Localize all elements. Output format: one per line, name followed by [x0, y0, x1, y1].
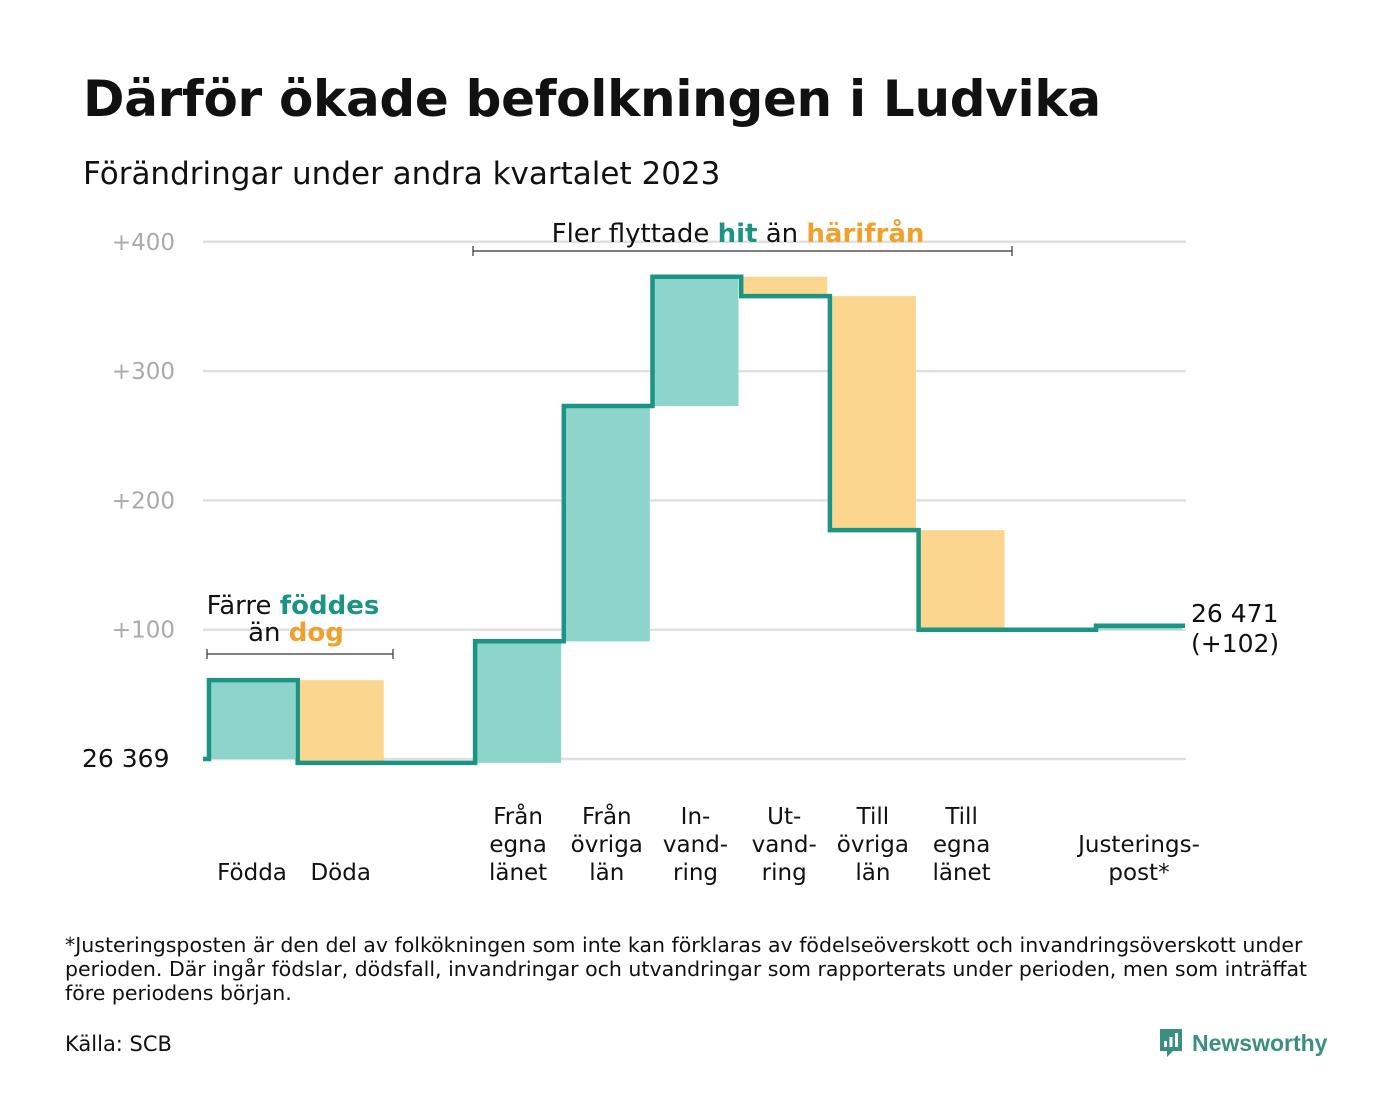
category-label: egna: [933, 832, 990, 858]
chart-title: Därför ökade befolkningen i Ludvika: [83, 70, 1101, 128]
waterfall-bar: [918, 530, 1005, 630]
waterfall-bar: [209, 680, 295, 759]
newsworthy-logo-icon: [1160, 1029, 1182, 1057]
waterfall-bar: [741, 276, 828, 297]
y-tick-label: +400: [112, 230, 175, 256]
category-label: Födda: [217, 860, 287, 886]
category-label: Från: [493, 802, 543, 830]
source-credit: Källa: SCB: [65, 1032, 172, 1056]
brand-name: Newsworthy: [1192, 1029, 1328, 1056]
footnote: *Justeringsposten är den del av folkökni…: [65, 933, 1308, 1005]
category-label: vand-: [663, 832, 728, 858]
annotation-births-deaths-bracket: [206, 649, 394, 659]
y-tick-label: +300: [112, 359, 175, 385]
annotation-births-deaths-line1: Färre föddes: [207, 591, 380, 621]
y-tick-label: +200: [112, 488, 175, 514]
category-label: post*: [1108, 860, 1169, 886]
waterfall-bar: [652, 276, 739, 407]
category-label: In-: [681, 804, 711, 830]
y-tick-label: +100: [112, 618, 175, 644]
category-label: Döda: [310, 860, 370, 886]
category-label: egna: [489, 832, 546, 858]
end-value-label: (+102): [1191, 629, 1279, 658]
waterfall-bar: [829, 296, 916, 531]
chart-subtitle: Förändringar under andra kvartalet 2023: [83, 156, 721, 192]
waterfall-bar: [475, 641, 562, 763]
annotation-births-deaths-joiner: än: [248, 618, 280, 648]
category-label: ring: [762, 860, 807, 886]
waterfall-bar: [297, 680, 384, 763]
category-label: ring: [673, 860, 718, 886]
category-label: Ut-: [767, 804, 801, 830]
category-label: länet: [489, 860, 547, 886]
category-label: övriga: [837, 832, 909, 858]
annotation-births-deaths-line2: än dog: [248, 618, 344, 648]
labels: Födda DödaFrånegnalänetFrånövrigalänIn-va…: [82, 599, 1279, 886]
category-label: län: [589, 860, 624, 886]
category-label: länet: [932, 860, 990, 886]
annotation-births-deaths-prefix: Färre: [207, 591, 272, 621]
bars: [209, 276, 1182, 763]
annotation-migration: Fler flyttade hit än härifrån: [552, 217, 925, 249]
category-label: Från: [582, 802, 632, 830]
waterfall-chart: +100+200+300+400 Födda DödaFrånegnalänetF…: [82, 217, 1279, 886]
annotation-births-deaths-word2: dog: [289, 618, 344, 648]
category-label: Justerings-: [1076, 832, 1200, 858]
category-label: Till: [944, 804, 978, 830]
brand-logo[interactable]: Newsworthy: [1158, 1027, 1327, 1059]
annotation-migration-joiner: än: [766, 219, 798, 249]
annotation-migration-word1: hit: [718, 219, 758, 249]
step-line: [203, 274, 1185, 766]
annotation-births-deaths-word1: föddes: [280, 591, 380, 621]
annotation-migration-word2: härifrån: [806, 217, 924, 249]
start-value-label: 26 369: [82, 744, 169, 773]
annotation-migration-prefix: Fler flyttade: [552, 219, 710, 249]
annotation-migration-bracket: [472, 246, 1013, 256]
category-label: vand-: [752, 832, 817, 858]
step-line-group: [203, 274, 1185, 766]
category-label: län: [855, 860, 890, 886]
end-value-label: 26 471: [1191, 599, 1278, 628]
category-label: övriga: [571, 832, 643, 858]
category-label: Till: [856, 804, 890, 830]
waterfall-bar: [563, 406, 650, 642]
